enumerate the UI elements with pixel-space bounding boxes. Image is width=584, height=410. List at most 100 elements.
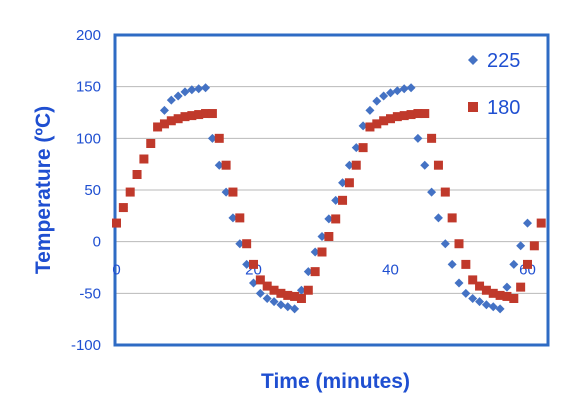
data-point-180 xyxy=(242,239,252,249)
data-point-225 xyxy=(159,105,169,115)
data-point-180 xyxy=(235,213,245,223)
data-point-225 xyxy=(475,297,485,307)
y-tick-label: 0 xyxy=(93,234,101,251)
data-point-180 xyxy=(221,160,231,170)
data-point-180 xyxy=(338,195,348,205)
data-point-180 xyxy=(153,122,163,132)
data-point-225 xyxy=(235,239,245,249)
data-point-180 xyxy=(386,114,395,124)
data-point-225 xyxy=(509,259,519,269)
data-point-180 xyxy=(303,285,313,295)
data-point-225 xyxy=(420,160,430,170)
y-tick-label: -100 xyxy=(71,337,101,354)
data-point-180 xyxy=(317,247,327,257)
data-point-225 xyxy=(399,84,409,94)
data-point-180 xyxy=(420,109,430,119)
data-point-180 xyxy=(228,187,238,197)
data-point-180 xyxy=(488,288,498,298)
y-tick-labels: -100 -50 0 50 100 150 200 xyxy=(71,27,101,354)
data-point-180 xyxy=(283,290,293,300)
legend-item: 225 xyxy=(468,50,520,72)
data-point-225 xyxy=(454,278,464,288)
data-point-225 xyxy=(331,195,341,205)
data-point-225 xyxy=(249,278,258,288)
y-tick-label: 200 xyxy=(76,27,101,44)
data-point-225 xyxy=(502,282,512,292)
data-point-225 xyxy=(324,214,334,224)
data-point-225 xyxy=(495,304,505,314)
data-point-180 xyxy=(269,285,279,295)
data-point-225 xyxy=(166,95,176,105)
legend-marker xyxy=(468,102,478,112)
data-point-225 xyxy=(296,285,306,295)
legend-marker xyxy=(468,55,478,65)
data-point-225 xyxy=(461,288,471,298)
data-point-180 xyxy=(468,275,478,285)
data-point-225 xyxy=(173,91,183,101)
plot-frame xyxy=(113,33,550,347)
data-point-180 xyxy=(433,160,443,170)
data-point-225 xyxy=(427,187,437,197)
data-point-225 xyxy=(228,213,238,223)
data-point-180 xyxy=(475,281,485,291)
data-point-180 xyxy=(166,116,176,126)
data-point-180 xyxy=(523,259,532,269)
data-point-180 xyxy=(125,187,135,197)
data-point-225 xyxy=(365,105,375,115)
y-axis-label: Temperature (ºC) xyxy=(32,106,55,274)
data-point-180 xyxy=(255,275,265,285)
data-point-180 xyxy=(454,239,464,249)
series-layer xyxy=(112,83,546,314)
data-point-180 xyxy=(344,178,354,188)
data-point-225 xyxy=(310,247,320,257)
data-point-225 xyxy=(413,133,423,143)
data-point-180 xyxy=(324,232,334,241)
data-point-225 xyxy=(344,160,354,170)
data-point-225 xyxy=(201,83,211,93)
data-point-180 xyxy=(262,281,272,291)
data-point-180 xyxy=(536,218,546,228)
data-point-180 xyxy=(296,294,306,303)
data-point-180 xyxy=(187,111,197,121)
data-point-180 xyxy=(502,291,512,301)
data-point-180 xyxy=(201,109,211,119)
data-point-225 xyxy=(338,178,348,188)
series-180 xyxy=(112,109,546,303)
legend-label: 180 xyxy=(487,97,520,119)
data-point-180 xyxy=(495,290,505,300)
data-point-180 xyxy=(180,112,190,122)
data-point-225 xyxy=(406,83,416,93)
legend-item: 180 xyxy=(468,97,520,119)
data-point-180 xyxy=(365,122,375,132)
data-point-180 xyxy=(461,259,471,269)
data-point-225 xyxy=(386,88,395,98)
data-point-180 xyxy=(173,114,183,124)
data-point-225 xyxy=(255,288,265,298)
data-point-180 xyxy=(440,187,450,197)
data-point-180 xyxy=(290,291,300,301)
data-point-225 xyxy=(290,304,300,314)
data-point-180 xyxy=(249,259,258,269)
data-point-225 xyxy=(303,267,313,277)
data-point-225 xyxy=(379,91,389,101)
data-point-225 xyxy=(351,143,361,153)
data-point-180 xyxy=(351,160,361,170)
data-point-225 xyxy=(283,302,293,312)
data-point-180 xyxy=(214,133,224,143)
data-point-225 xyxy=(516,241,526,251)
data-point-180 xyxy=(379,116,389,126)
data-point-225 xyxy=(317,232,327,241)
data-point-180 xyxy=(509,294,519,303)
data-point-180 xyxy=(194,110,204,120)
data-point-180 xyxy=(481,285,491,295)
data-point-225 xyxy=(221,187,231,197)
data-point-180 xyxy=(207,109,217,119)
x-axis-label: Time (minutes) xyxy=(261,370,410,393)
legend: 225 180 xyxy=(468,50,520,119)
data-point-225 xyxy=(433,213,443,223)
legend-label: 225 xyxy=(487,50,520,72)
data-point-225 xyxy=(358,121,368,131)
data-point-180 xyxy=(392,112,402,122)
y-tick-label: 50 xyxy=(84,182,101,199)
